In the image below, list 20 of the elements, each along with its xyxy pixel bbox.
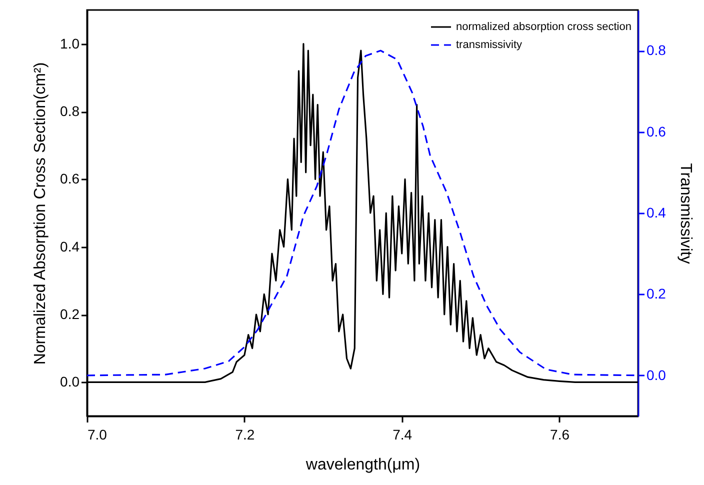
- y-tick-label: 0.2: [60, 306, 80, 322]
- y-axis-title: Normalized Absorption Cross Section(cm²): [32, 62, 50, 365]
- x-axis-title: wavelength(μm): [304, 456, 420, 474]
- y2-tick-label: 0.4: [646, 204, 666, 220]
- y-tick-label: 1.0: [60, 35, 80, 52]
- y2-tick-label: 0.2: [646, 286, 666, 302]
- y2-tick-label: 0.6: [646, 123, 666, 140]
- legend-label: normalized absorption cross section: [456, 21, 632, 33]
- x-tick-label: 7.2: [235, 426, 255, 442]
- x-tick-label: 7.6: [550, 426, 570, 442]
- y2-axis-title: Transmissivity: [676, 163, 694, 264]
- y2-tick-label: 0.0: [646, 366, 666, 383]
- x-tick-label: 7.0: [88, 426, 108, 442]
- y-tick-label: 0.8: [60, 103, 80, 119]
- y-tick-label: 0.0: [60, 374, 80, 390]
- legend-label: transmissivity: [456, 39, 523, 51]
- x-tick-label: 7.4: [392, 426, 412, 442]
- y-tick-label: 0.6: [60, 170, 80, 187]
- y2-tick-label: 0.8: [646, 42, 666, 58]
- y-tick-label: 0.4: [60, 238, 80, 254]
